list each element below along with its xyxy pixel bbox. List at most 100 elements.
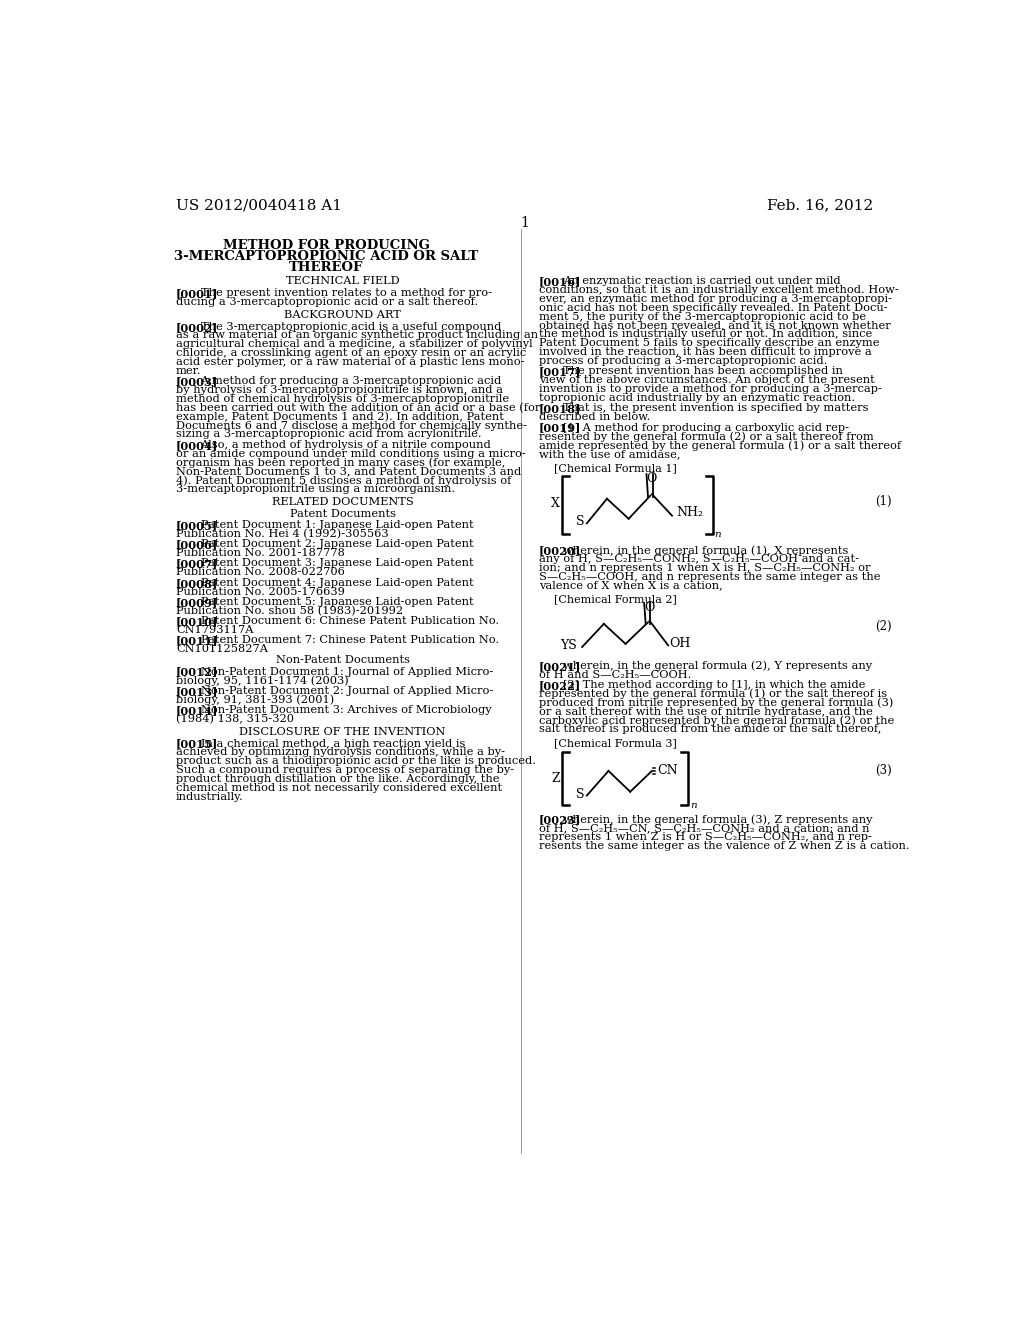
Text: Patent Document 5: Japanese Laid-open Patent: Patent Document 5: Japanese Laid-open Pa… [201, 597, 473, 607]
Text: [0017]: [0017] [539, 367, 582, 378]
Text: ion; and n represents 1 when X is H, S—C₂H₅—CONH₂ or: ion; and n represents 1 when X is H, S—C… [539, 562, 870, 573]
Text: Non-Patent Document 3: Archives of Microbiology: Non-Patent Document 3: Archives of Micro… [201, 705, 492, 715]
Text: S: S [577, 515, 585, 528]
Text: ment 5, the purity of the 3-mercaptopropionic acid to be: ment 5, the purity of the 3-mercaptoprop… [539, 312, 866, 322]
Text: 3-MERCAPTOPROPIONIC ACID OR SALT: 3-MERCAPTOPROPIONIC ACID OR SALT [174, 249, 478, 263]
Text: Feb. 16, 2012: Feb. 16, 2012 [767, 198, 873, 213]
Text: [0001]: [0001] [176, 288, 218, 300]
Text: The 3-mercaptopropionic acid is a useful compound: The 3-mercaptopropionic acid is a useful… [201, 322, 501, 331]
Text: Non-Patent Documents: Non-Patent Documents [275, 656, 410, 665]
Text: produced from nitrile represented by the general formula (3): produced from nitrile represented by the… [539, 698, 893, 709]
Text: Z: Z [551, 772, 560, 785]
Text: or a salt thereof with the use of nitrile hydratase, and the: or a salt thereof with the use of nitril… [539, 706, 872, 717]
Text: conditions, so that it is an industrially excellent method. How-: conditions, so that it is an industriall… [539, 285, 898, 296]
Text: described in below.: described in below. [539, 412, 650, 422]
Text: product such as a thiodipropionic acid or the like is produced.: product such as a thiodipropionic acid o… [176, 756, 536, 767]
Text: wherein, in the general formula (2), Y represents any: wherein, in the general formula (2), Y r… [563, 661, 872, 672]
Text: O: O [647, 473, 657, 486]
Text: RELATED DOCUMENTS: RELATED DOCUMENTS [271, 496, 414, 507]
Text: [0002]: [0002] [176, 322, 218, 333]
Text: [0007]: [0007] [176, 558, 218, 569]
Text: Publication No. 2001-187778: Publication No. 2001-187778 [176, 548, 345, 558]
Text: [0018]: [0018] [539, 404, 582, 414]
Text: [0021]: [0021] [539, 661, 582, 672]
Text: valence of X when X is a cation,: valence of X when X is a cation, [539, 581, 723, 590]
Text: [1] A method for producing a carboxylic acid rep-: [1] A method for producing a carboxylic … [563, 422, 849, 433]
Text: [0013]: [0013] [176, 686, 218, 697]
Text: TECHNICAL FIELD: TECHNICAL FIELD [286, 276, 399, 286]
Text: process of producing a 3-mercaptopropionic acid.: process of producing a 3-mercaptopropion… [539, 356, 827, 366]
Text: any of H, S—C₂H₅—CONH₂, S—C₂H₅—COOH and a cat-: any of H, S—C₂H₅—CONH₂, S—C₂H₅—COOH and … [539, 554, 859, 564]
Text: YS: YS [560, 639, 577, 652]
Text: [0015]: [0015] [176, 739, 218, 750]
Text: organism has been reported in many cases (for example,: organism has been reported in many cases… [176, 458, 506, 469]
Text: ducing a 3-mercaptopropionic acid or a salt thereof.: ducing a 3-mercaptopropionic acid or a s… [176, 297, 478, 308]
Text: 4). Patent Document 5 discloses a method of hydrolysis of: 4). Patent Document 5 discloses a method… [176, 475, 511, 486]
Text: An enzymatic reaction is carried out under mild: An enzymatic reaction is carried out und… [563, 276, 841, 286]
Text: [0019]: [0019] [539, 422, 582, 433]
Text: Such a compound requires a process of separating the by-: Such a compound requires a process of se… [176, 766, 514, 775]
Text: product through distillation or the like. Accordingly, the: product through distillation or the like… [176, 774, 500, 784]
Text: The present invention has been accomplished in: The present invention has been accomplis… [563, 367, 843, 376]
Text: biology, 95, 1161-1174 (2003): biology, 95, 1161-1174 (2003) [176, 676, 349, 686]
Text: US 2012/0040418 A1: US 2012/0040418 A1 [176, 198, 342, 213]
Text: [0012]: [0012] [176, 667, 218, 677]
Text: Documents 6 and 7 disclose a method for chemically synthe-: Documents 6 and 7 disclose a method for … [176, 421, 527, 430]
Text: O: O [644, 601, 654, 614]
Text: CN: CN [657, 764, 678, 777]
Text: represented by the general formula (1) or the salt thereof is: represented by the general formula (1) o… [539, 689, 887, 700]
Text: of H, S—C₂H₅—CN, S—C₂H₅—CONH₂ and a cation; and n: of H, S—C₂H₅—CN, S—C₂H₅—CONH₂ and a cati… [539, 822, 869, 833]
Text: 1: 1 [520, 216, 529, 230]
Text: agricultural chemical and a medicine, a stabilizer of polyvinyl: agricultural chemical and a medicine, a … [176, 339, 532, 350]
Text: [Chemical Formula 3]: [Chemical Formula 3] [554, 739, 677, 748]
Text: has been carried out with the addition of an acid or a base (for: has been carried out with the addition o… [176, 403, 541, 413]
Text: resented by the general formula (2) or a salt thereof from: resented by the general formula (2) or a… [539, 432, 873, 442]
Text: [0008]: [0008] [176, 578, 218, 589]
Text: NH₂: NH₂ [677, 506, 703, 519]
Text: wherein, in the general formula (3), Z represents any: wherein, in the general formula (3), Z r… [563, 814, 872, 825]
Text: achieved by optimizing hydrolysis conditions, while a by-: achieved by optimizing hydrolysis condit… [176, 747, 505, 758]
Text: Patent Document 5 fails to specifically describe an enzyme: Patent Document 5 fails to specifically … [539, 338, 880, 348]
Text: obtained has not been revealed, and it is not known whether: obtained has not been revealed, and it i… [539, 321, 891, 330]
Text: of H and S—C₂H₅—COOH.: of H and S—C₂H₅—COOH. [539, 669, 691, 680]
Text: BACKGROUND ART: BACKGROUND ART [285, 310, 401, 319]
Text: (3): (3) [874, 764, 891, 777]
Text: That is, the present invention is specified by matters: That is, the present invention is specif… [563, 404, 868, 413]
Text: THEREOF: THEREOF [289, 261, 364, 273]
Text: amide represented by the general formula (1) or a salt thereof: amide represented by the general formula… [539, 441, 901, 451]
Text: resents the same integer as the valence of Z when Z is a cation.: resents the same integer as the valence … [539, 841, 909, 850]
Text: n: n [690, 801, 696, 810]
Text: involved in the reaction, it has been difficult to improve a: involved in the reaction, it has been di… [539, 347, 871, 356]
Text: Patent Documents: Patent Documents [290, 508, 395, 519]
Text: [0023]: [0023] [539, 814, 581, 825]
Text: Non-Patent Documents 1 to 3, and Patent Documents 3 and: Non-Patent Documents 1 to 3, and Patent … [176, 466, 521, 477]
Text: [0022]: [0022] [539, 680, 581, 692]
Text: (1984) 138, 315-320: (1984) 138, 315-320 [176, 714, 294, 725]
Text: The present invention relates to a method for pro-: The present invention relates to a metho… [201, 288, 492, 298]
Text: (1): (1) [874, 495, 891, 508]
Text: (2): (2) [874, 620, 891, 634]
Text: Also, a method of hydrolysis of a nitrile compound: Also, a method of hydrolysis of a nitril… [201, 440, 492, 450]
Text: by hydrolysis of 3-mercaptopropionitrile is known, and a: by hydrolysis of 3-mercaptopropionitrile… [176, 385, 503, 395]
Text: [0014]: [0014] [176, 705, 218, 717]
Text: with the use of amidase,: with the use of amidase, [539, 449, 680, 459]
Text: [0003]: [0003] [176, 376, 218, 387]
Text: wherein, in the general formula (1), X represents: wherein, in the general formula (1), X r… [563, 545, 849, 556]
Text: OH: OH [670, 638, 691, 651]
Text: invention is to provide a method for producing a 3-mercap-: invention is to provide a method for pro… [539, 384, 882, 393]
Text: DISCLOSURE OF THE INVENTION: DISCLOSURE OF THE INVENTION [240, 726, 445, 737]
Text: CN1793117A: CN1793117A [176, 626, 254, 635]
Text: or an amide compound under mild conditions using a micro-: or an amide compound under mild conditio… [176, 449, 525, 458]
Text: Non-Patent Document 2: Journal of Applied Micro-: Non-Patent Document 2: Journal of Applie… [201, 686, 493, 696]
Text: S—C₂H₅—COOH, and n represents the same integer as the: S—C₂H₅—COOH, and n represents the same i… [539, 572, 881, 582]
Text: sizing a 3-mercaptopropionic acid from acrylonitrile.: sizing a 3-mercaptopropionic acid from a… [176, 429, 481, 440]
Text: Patent Document 7: Chinese Patent Publication No.: Patent Document 7: Chinese Patent Public… [201, 635, 499, 645]
Text: Patent Document 3: Japanese Laid-open Patent: Patent Document 3: Japanese Laid-open Pa… [201, 558, 473, 569]
Text: mer.: mer. [176, 366, 202, 376]
Text: view of the above circumstances. An object of the present: view of the above circumstances. An obje… [539, 375, 874, 385]
Text: n: n [715, 531, 721, 540]
Text: Publication No. 2005-176639: Publication No. 2005-176639 [176, 586, 345, 597]
Text: as a raw material of an organic synthetic product including an: as a raw material of an organic syntheti… [176, 330, 539, 341]
Text: METHOD FOR PRODUCING: METHOD FOR PRODUCING [223, 239, 430, 252]
Text: [0004]: [0004] [176, 440, 218, 451]
